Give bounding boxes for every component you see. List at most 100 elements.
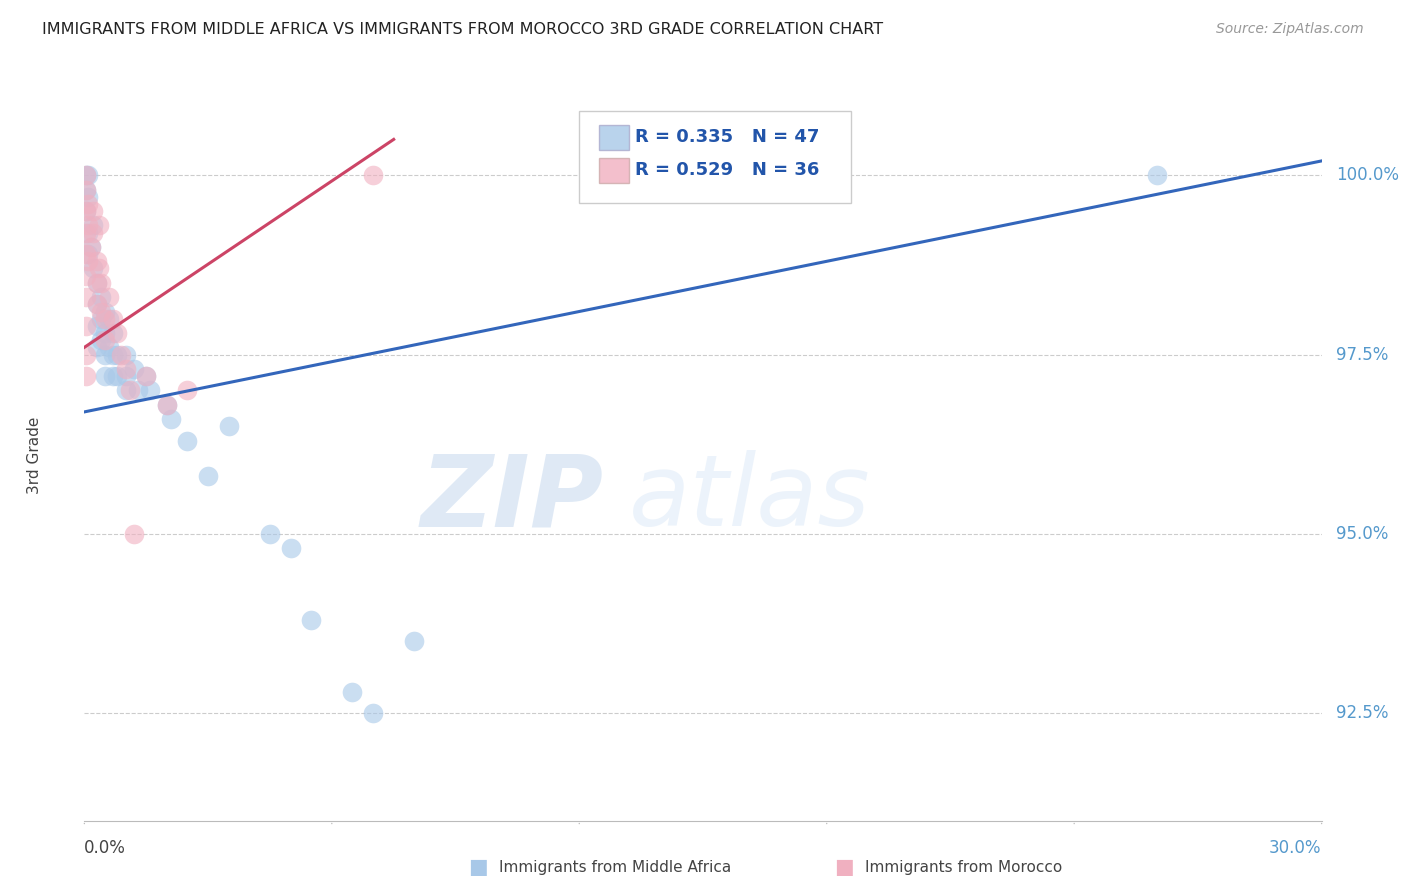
Point <box>75 168 97 182</box>
Text: atlas: atlas <box>628 450 870 548</box>
Point <box>75 318 97 333</box>
Text: 92.5%: 92.5% <box>1337 704 1389 723</box>
Point <box>98 311 121 326</box>
Text: ■: ■ <box>468 857 488 877</box>
Point <box>94 369 117 384</box>
Point <box>299 613 322 627</box>
Point <box>86 318 108 333</box>
Point <box>114 362 136 376</box>
Point <box>79 240 101 254</box>
Point <box>176 384 198 398</box>
Point <box>75 204 97 219</box>
Text: ■: ■ <box>834 857 853 877</box>
Point <box>1146 168 1168 182</box>
Point <box>259 526 281 541</box>
Point <box>86 276 108 290</box>
Text: 30.0%: 30.0% <box>1270 838 1322 856</box>
Point <box>176 434 198 448</box>
Text: 3rd Grade: 3rd Grade <box>27 417 42 493</box>
FancyBboxPatch shape <box>599 158 628 183</box>
Point <box>90 276 112 290</box>
Point <box>218 419 240 434</box>
Point <box>103 369 125 384</box>
Text: 97.5%: 97.5% <box>1337 345 1389 364</box>
Point <box>105 347 128 361</box>
Point <box>118 384 141 398</box>
Point <box>82 219 104 233</box>
Point <box>135 369 157 384</box>
Point <box>103 326 125 340</box>
Point <box>90 290 112 304</box>
Point <box>75 369 97 384</box>
Point <box>135 369 157 384</box>
Point <box>77 190 100 204</box>
Point <box>94 311 117 326</box>
Point <box>86 276 108 290</box>
Point <box>75 226 97 240</box>
Point <box>75 290 97 304</box>
Point <box>404 634 426 648</box>
Text: R = 0.335   N = 47: R = 0.335 N = 47 <box>636 128 820 146</box>
FancyBboxPatch shape <box>599 125 628 150</box>
Text: ZIP: ZIP <box>420 450 605 548</box>
Point <box>156 398 179 412</box>
Point <box>156 398 179 412</box>
Point <box>75 183 97 197</box>
Point <box>197 469 219 483</box>
Text: 100.0%: 100.0% <box>1337 166 1399 185</box>
Point <box>361 168 384 182</box>
Point <box>75 268 97 283</box>
Point <box>90 311 112 326</box>
Point <box>82 204 104 219</box>
Point <box>110 347 132 361</box>
Point <box>75 168 97 182</box>
Point <box>77 254 100 268</box>
Point <box>77 168 100 182</box>
Point <box>79 240 101 254</box>
Point <box>82 261 104 276</box>
Point <box>342 684 364 698</box>
Point <box>94 326 117 340</box>
Point <box>122 362 145 376</box>
Point <box>114 384 136 398</box>
Point <box>75 204 97 219</box>
Point <box>105 369 128 384</box>
Point <box>94 333 117 347</box>
Point <box>90 304 112 318</box>
Point <box>98 290 121 304</box>
Point <box>77 197 100 211</box>
Point <box>94 304 117 318</box>
Point <box>103 347 125 361</box>
Point <box>77 247 100 261</box>
Point <box>103 311 125 326</box>
Point <box>280 541 302 556</box>
Point <box>75 347 97 361</box>
Point <box>86 297 108 311</box>
Point <box>90 333 112 347</box>
Point <box>86 340 108 354</box>
Point <box>122 526 145 541</box>
Point <box>75 183 97 197</box>
Point <box>127 384 149 398</box>
Text: 95.0%: 95.0% <box>1337 524 1389 543</box>
Point <box>105 326 128 340</box>
Point <box>77 226 100 240</box>
Text: IMMIGRANTS FROM MIDDLE AFRICA VS IMMIGRANTS FROM MOROCCO 3RD GRADE CORRELATION C: IMMIGRANTS FROM MIDDLE AFRICA VS IMMIGRA… <box>42 22 883 37</box>
Point <box>114 369 136 384</box>
Point <box>160 412 183 426</box>
Text: Immigrants from Middle Africa: Immigrants from Middle Africa <box>499 860 731 874</box>
Point <box>114 347 136 361</box>
Point <box>82 226 104 240</box>
Point <box>361 706 384 720</box>
Text: R = 0.529   N = 36: R = 0.529 N = 36 <box>636 161 820 179</box>
Point <box>98 340 121 354</box>
Text: 0.0%: 0.0% <box>84 838 127 856</box>
Text: Source: ZipAtlas.com: Source: ZipAtlas.com <box>1216 22 1364 37</box>
Point <box>87 261 110 276</box>
FancyBboxPatch shape <box>579 112 852 202</box>
Text: Immigrants from Morocco: Immigrants from Morocco <box>865 860 1062 874</box>
Point <box>87 219 110 233</box>
Point <box>86 297 108 311</box>
Point <box>139 384 162 398</box>
Point <box>86 254 108 268</box>
